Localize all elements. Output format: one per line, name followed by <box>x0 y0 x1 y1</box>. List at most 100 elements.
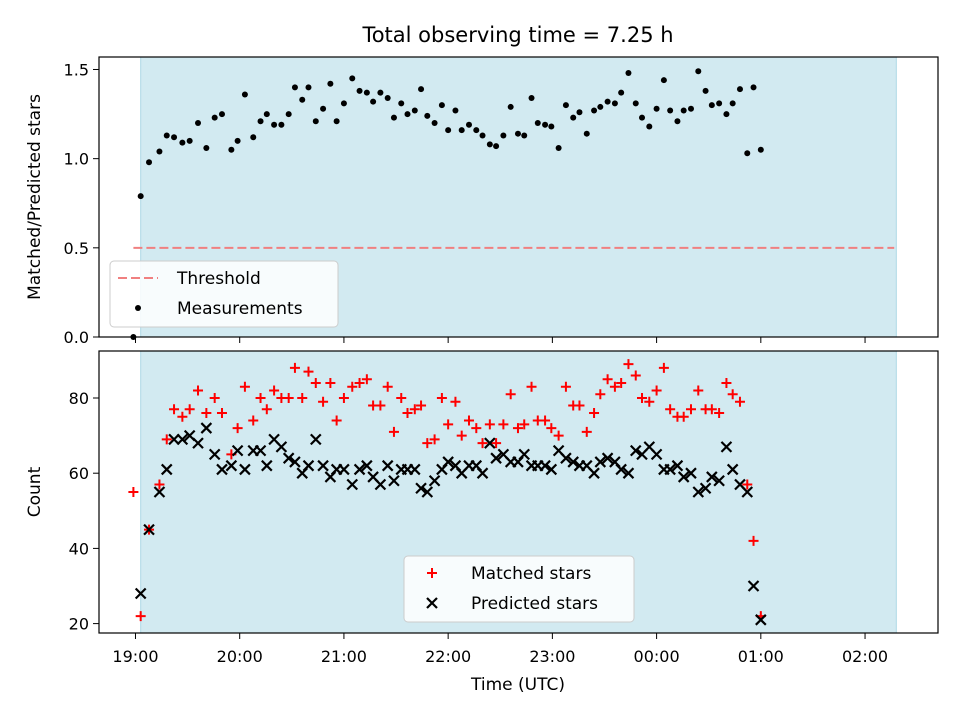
matched-star-point <box>347 381 358 392</box>
measurement-point <box>424 112 431 119</box>
matched-star-point <box>553 430 564 441</box>
measurement-point <box>597 103 604 110</box>
matched-star-point <box>665 404 676 415</box>
matched-star-point <box>519 419 530 430</box>
matched-star-point <box>248 415 259 426</box>
matched-star-point <box>255 393 266 403</box>
matched-star-point <box>505 389 516 400</box>
predicted-star-point <box>706 471 718 483</box>
matched-star-point <box>678 411 689 422</box>
measurement-point <box>570 114 577 121</box>
measurement-point <box>349 75 356 82</box>
measurement-point <box>333 118 340 125</box>
matched-star-point <box>436 393 447 403</box>
predicted-star-point <box>346 478 359 491</box>
matched-star-point <box>361 374 372 385</box>
predicted-star-point <box>588 467 600 479</box>
predicted-star-point <box>176 433 189 446</box>
predicted-star-point <box>381 459 394 472</box>
legend-dot-icon <box>135 305 141 311</box>
measurement-point <box>660 77 667 84</box>
matched-star-point <box>232 423 243 434</box>
measurement-point <box>493 143 500 150</box>
measurement-point <box>646 123 653 130</box>
measurement-point <box>146 159 153 166</box>
measurement-point <box>179 139 186 146</box>
measurement-point <box>702 87 709 94</box>
predicted-star-point <box>134 587 147 600</box>
predicted-star-point <box>539 459 551 472</box>
matched-star-point <box>443 419 454 430</box>
measurement-point <box>327 80 334 87</box>
y-tick-label: 1.5 <box>64 60 89 79</box>
predicted-star-point <box>755 614 767 626</box>
predicted-star-point <box>261 459 273 472</box>
matched-star-point <box>177 411 188 422</box>
measurement-point <box>218 111 225 118</box>
predicted-star-point <box>409 463 421 476</box>
matched-star-point <box>239 381 250 392</box>
y-tick-label: 0.0 <box>64 328 89 347</box>
chart-title: Total observing time = 7.25 h <box>361 23 673 47</box>
matched-star-point <box>303 366 314 377</box>
matched-star-point <box>471 423 482 434</box>
measurement-point <box>521 132 528 139</box>
measurement-point <box>171 134 178 141</box>
measurement-point <box>625 70 632 77</box>
matched-star-point <box>463 415 474 426</box>
measurement-point <box>370 98 377 105</box>
matched-star-point <box>310 377 321 388</box>
measurement-point <box>384 95 391 102</box>
measurement-point <box>438 102 445 109</box>
measurement-point <box>203 144 210 151</box>
matched-star-point <box>450 396 461 407</box>
matched-star-point <box>526 381 537 392</box>
measurement-point <box>452 107 459 114</box>
measurement-point <box>716 100 723 107</box>
predicted-star-point <box>225 459 238 472</box>
predicted-star-point <box>545 463 558 476</box>
predicted-star-point <box>685 467 697 479</box>
matched-star-point <box>169 404 180 415</box>
measurement-point <box>653 105 660 112</box>
matched-star-point <box>637 393 648 403</box>
predicted-star-point <box>231 444 244 457</box>
matched-star-point <box>416 400 427 411</box>
y-tick-label: 60 <box>69 464 89 483</box>
series-matched-stars <box>128 359 766 622</box>
measurement-point <box>363 89 370 96</box>
predicted-star-point <box>699 482 712 495</box>
measurement-point <box>514 130 521 137</box>
matched-star-point <box>630 370 641 381</box>
matched-star-point <box>402 408 413 419</box>
measurement-point <box>278 121 285 128</box>
predicted-star-point <box>153 486 166 498</box>
predicted-star-point <box>428 474 441 487</box>
x-tick-label: 01:00 <box>738 647 784 666</box>
predicted-star-point <box>338 463 350 476</box>
measurement-point <box>156 148 163 155</box>
measurement-point <box>186 137 193 144</box>
x-tick-label: 02:00 <box>842 647 888 666</box>
predicted-star-point <box>601 452 614 464</box>
predicted-star-point <box>650 448 663 461</box>
measurement-point <box>234 137 241 144</box>
predicted-star-point <box>560 452 572 464</box>
predicted-star-point <box>254 444 267 457</box>
measurement-point <box>299 96 306 103</box>
y-tick-label: 1.0 <box>64 150 89 169</box>
predicted-star-point <box>671 459 684 472</box>
legend: Matched stars Predicted stars <box>403 555 635 623</box>
matched-star-point <box>283 393 294 403</box>
predicted-star-point <box>374 478 387 491</box>
matched-star-point <box>396 393 407 403</box>
predicted-star-point <box>289 456 301 468</box>
measurement-point <box>604 98 611 105</box>
predicted-star-point <box>216 463 228 476</box>
predicted-star-point <box>200 422 213 434</box>
measurement-point <box>708 102 715 109</box>
matched-star-point <box>135 611 146 622</box>
matched-star-point <box>512 423 523 434</box>
matched-star-point <box>623 359 634 370</box>
measurement-point <box>404 111 411 118</box>
